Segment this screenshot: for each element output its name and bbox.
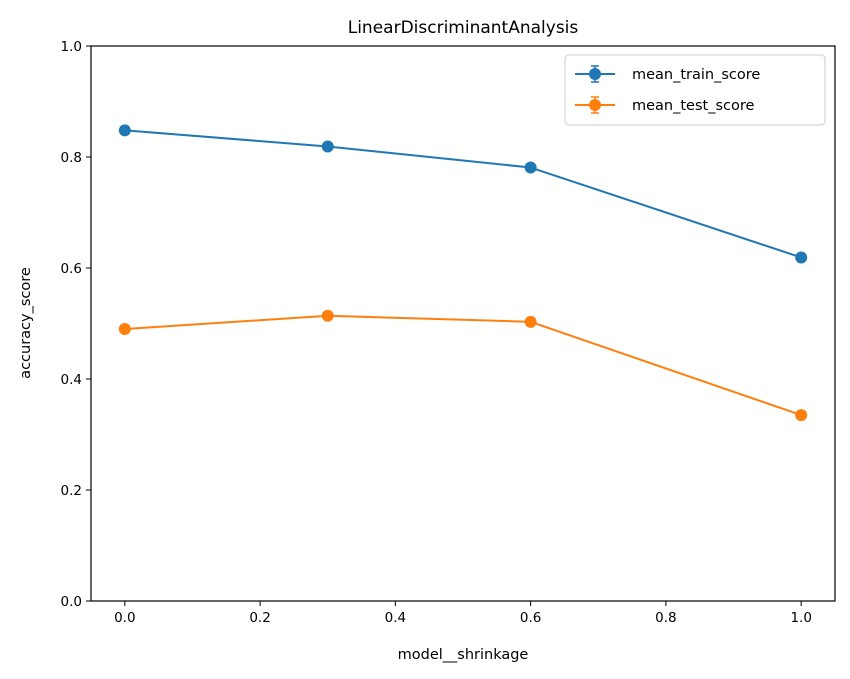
x-tick-label: 0.4 [385,610,406,626]
x-tick-label: 0.0 [114,610,135,626]
legend-frame [564,54,826,126]
series-line-1 [124,314,802,417]
legend-item-test: mean_test_score [575,96,755,114]
y-tick-label: 1.0 [61,39,82,55]
x-tick-label: 0.2 [249,610,270,626]
y-tick-label: 0.8 [61,150,82,166]
x-tick-label: 0.6 [520,610,541,626]
x-tick-label: 1.0 [790,610,811,626]
x-tick-label: 0.8 [655,610,676,626]
series-point-0-2 [524,161,537,174]
series-point-1-2 [524,315,537,328]
legend-marker-train [589,68,601,80]
legend: mean_train_score mean_test_score [564,54,826,126]
x-axis-label: model__shrinkage [398,647,529,663]
series-line-0 [124,129,802,259]
y-tick-label: 0.0 [61,594,82,610]
y-axis-label: accuracy_score [18,267,34,379]
y-tick-label: 0.6 [61,261,82,277]
y-tick-label: 0.4 [61,372,82,388]
legend-label-test: mean_test_score [632,98,755,114]
series-point-0-0 [118,124,131,137]
series-point-1-1 [321,309,334,322]
series-point-1-3 [795,409,808,422]
series-point-0-3 [795,251,808,264]
legend-marker-test [589,99,601,111]
legend-item-train: mean_train_score [575,65,760,83]
series-point-1-0 [118,323,131,336]
plot-area [90,45,836,602]
series-point-0-1 [321,140,334,153]
series-layer [118,124,808,422]
x-axis-ticks: 0.0 0.2 0.4 0.6 0.8 1.0 [114,601,812,626]
y-tick-label: 0.2 [61,483,82,499]
axes-frame [90,45,836,602]
legend-label-train: mean_train_score [632,67,760,83]
y-axis-ticks: 0.0 0.2 0.4 0.6 0.8 1.0 [61,39,91,610]
chart-title: LinearDiscriminantAnalysis [348,18,579,38]
